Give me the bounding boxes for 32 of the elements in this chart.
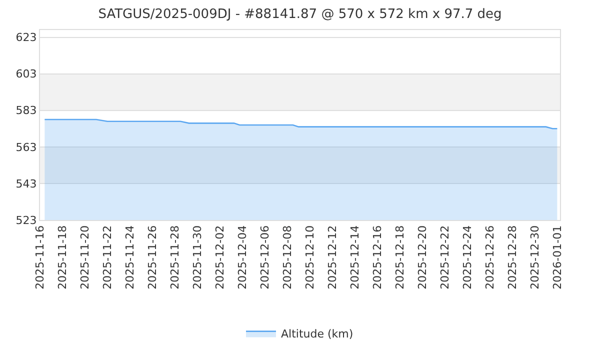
x-tick-label: 2025-12-28 (506, 225, 519, 290)
x-tick-label: 2025-11-16 (34, 225, 47, 290)
chart-title: SATGUS/2025-009DJ - #88141.87 @ 570 x 572 km x 97.7 deg (98, 7, 502, 22)
x-tick-label: 2025-12-08 (280, 225, 294, 290)
x-tick-label: 2025-11-24 (124, 225, 137, 290)
x-tick-label: 2025-11-30 (190, 225, 204, 290)
x-tick-label: 2025-12-14 (348, 225, 362, 290)
x-tick-label: 2025-12-12 (326, 225, 339, 290)
x-tick-label: 2025-12-30 (528, 225, 542, 290)
x-tick-label: 2025-12-22 (438, 225, 452, 290)
x-tick-label: 2025-11-18 (56, 225, 70, 290)
x-tick-label: 2025-11-20 (78, 225, 92, 290)
y-tick-label: 623 (16, 31, 37, 44)
x-tick-label: 2025-12-24 (460, 225, 474, 290)
x-tick-label: 2025-11-26 (146, 225, 160, 290)
x-tick-label: 2026-01-01 (550, 225, 564, 290)
x-tick-label: 2025-12-16 (370, 225, 384, 290)
x-tick-label: 2025-12-02 (213, 225, 226, 290)
y-tick-label: 563 (16, 140, 37, 154)
y-tick-label: 523 (16, 214, 37, 227)
y-tick-label: 583 (16, 104, 37, 118)
x-tick-label: 2025-12-06 (258, 225, 272, 290)
x-tick-label: 2025-12-26 (483, 225, 496, 290)
legend-label: Altitude (km) (281, 328, 354, 341)
x-tick-label: 2025-12-18 (393, 225, 406, 290)
x-tick-label: 2025-12-10 (303, 225, 316, 290)
y-tick-label: 603 (16, 68, 37, 81)
x-tick-label: 2025-12-20 (416, 225, 429, 290)
x-tick-label: 2025-11-28 (168, 225, 182, 290)
x-tick-label: 2025-12-04 (236, 225, 249, 290)
x-tick-label: 2025-11-22 (101, 225, 114, 290)
y-tick-label: 543 (16, 177, 37, 190)
